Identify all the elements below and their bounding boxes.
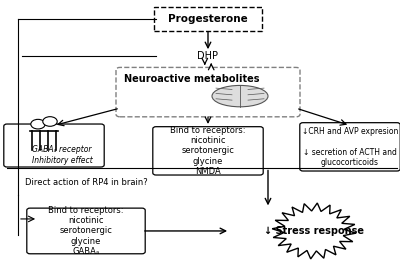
Text: GABAₐ receptor
Inhibitory effect: GABAₐ receptor Inhibitory effect [32,145,92,164]
Text: Direct action of RP4 in brain?: Direct action of RP4 in brain? [25,178,147,187]
Circle shape [31,119,45,129]
Text: Neuroactive metabolites: Neuroactive metabolites [124,74,260,84]
FancyBboxPatch shape [153,127,263,175]
Text: Bind to receptors:
nicotinic
serotonergic
glycine
NMDA: Bind to receptors: nicotinic serotonergi… [170,125,246,176]
FancyBboxPatch shape [116,67,300,117]
Circle shape [43,117,57,126]
Text: ↓CRH and AVP expresion

↓ secretion of ACTH and
glucocorticoids: ↓CRH and AVP expresion ↓ secretion of AC… [302,127,398,167]
Ellipse shape [212,85,268,107]
FancyBboxPatch shape [4,124,104,167]
FancyBboxPatch shape [27,208,145,254]
Polygon shape [272,203,356,259]
FancyBboxPatch shape [154,7,262,31]
FancyBboxPatch shape [300,123,400,171]
Text: Progesterone: Progesterone [168,14,248,24]
Text: DHP: DHP [198,51,218,61]
Text: ↓ Stress response: ↓ Stress response [264,226,364,236]
Text: Bind to receptors:
nicotinic
serotonergic
glycine
GABAₐ: Bind to receptors: nicotinic serotonergi… [48,206,124,256]
